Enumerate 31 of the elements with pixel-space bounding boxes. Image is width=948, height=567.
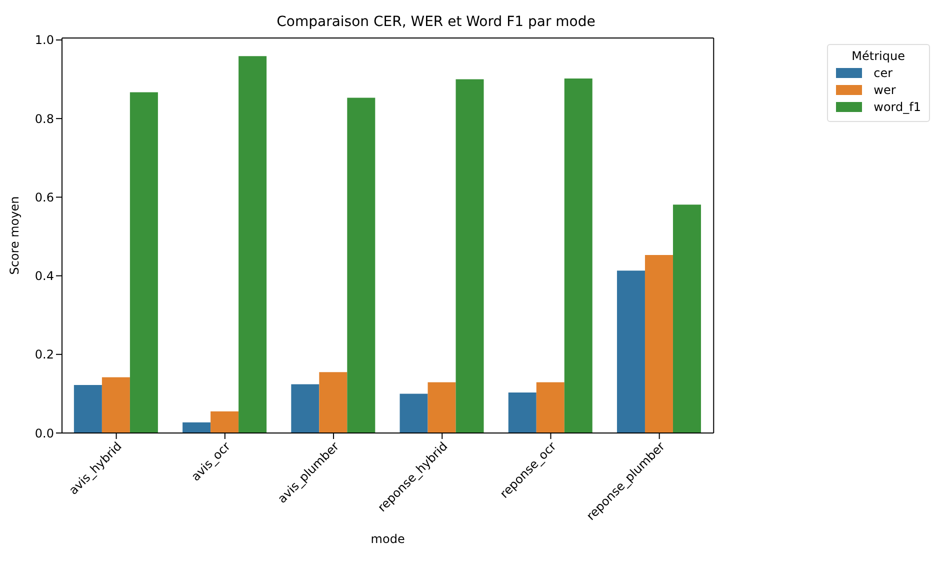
bar xyxy=(428,382,456,433)
y-tick-label: 1.0 xyxy=(34,33,54,48)
bar xyxy=(564,78,592,433)
bar xyxy=(319,372,348,433)
bar xyxy=(536,382,564,433)
y-axis-title: Score moyen xyxy=(7,196,22,275)
bar xyxy=(616,270,645,433)
x-axis-title: mode xyxy=(370,532,405,546)
bar xyxy=(400,394,428,433)
bar xyxy=(210,411,239,433)
bar xyxy=(74,385,102,433)
legend-title: Métrique xyxy=(850,49,906,63)
legend-label: cer xyxy=(874,66,893,80)
bar xyxy=(291,384,320,433)
y-tick-label: 0.8 xyxy=(34,112,54,126)
chart-title: Comparaison CER, WER et Word F1 par mode xyxy=(276,14,596,30)
y-tick-label: 0.2 xyxy=(34,348,54,362)
bar xyxy=(182,422,211,433)
y-tick-label: 0.4 xyxy=(34,269,54,284)
y-tick-label: 0.0 xyxy=(34,426,54,440)
bar xyxy=(347,98,376,433)
bar xyxy=(456,79,484,433)
bar xyxy=(672,204,701,433)
bar xyxy=(130,92,158,433)
bar xyxy=(102,377,130,433)
y-tick-label: 0.6 xyxy=(34,190,54,204)
bar xyxy=(238,56,267,433)
bar xyxy=(644,254,673,433)
bar xyxy=(508,392,536,433)
legend-label: wer xyxy=(874,83,896,97)
legend-label: word_f1 xyxy=(874,100,921,114)
